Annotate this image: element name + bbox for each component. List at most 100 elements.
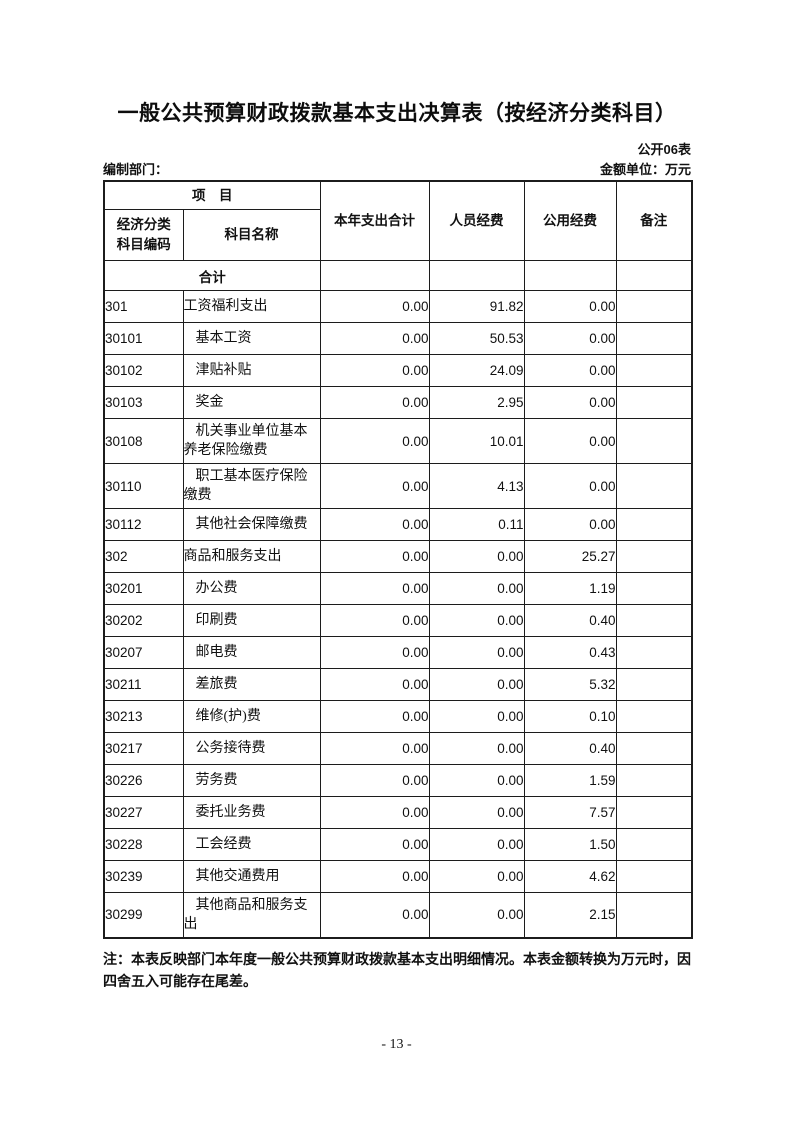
remark-cell xyxy=(615,418,693,464)
footnote: 注：本表反映部门本年度一般公共预算财政拨款基本支出明细情况。本表金额转换为万元时… xyxy=(103,953,691,990)
public-cell: 0.00 xyxy=(523,508,617,541)
table-row: 30101 基本工资 0.00 50.53 0.00 xyxy=(103,322,693,355)
total-cell: 0.00 xyxy=(319,290,430,323)
personnel-cell: 0.00 xyxy=(428,796,525,829)
public-cell: 0.00 xyxy=(523,463,617,509)
header-row-project: 项 目 本年支出合计 人员经费 公用经费 备注 xyxy=(103,180,693,261)
code-cell: 30228 xyxy=(103,828,184,861)
table-row: 30112 其他社会保障缴费 0.00 0.11 0.00 xyxy=(103,508,693,541)
name-cell: 委托业务费 xyxy=(182,796,321,829)
name-cell: 工会经费 xyxy=(182,828,321,861)
total-cell: 0.00 xyxy=(319,540,430,573)
total-cell: 0.00 xyxy=(319,668,430,701)
header-total: 本年支出合计 xyxy=(319,180,430,261)
remark-cell xyxy=(615,668,693,701)
remark-cell xyxy=(615,764,693,797)
name-cell: 其他商品和服务支 出 xyxy=(182,892,321,938)
table-row: 30110 职工基本医疗保险 缴费 0.00 4.13 0.00 xyxy=(103,463,693,509)
total-label-cell: 合计 xyxy=(103,260,321,291)
table-row: 30299 其他商品和服务支 出 0.00 0.00 2.15 xyxy=(103,892,693,938)
total-cell: 0.00 xyxy=(319,796,430,829)
remark-cell xyxy=(615,636,693,669)
name-cell: 奖金 xyxy=(182,386,321,419)
remark-cell xyxy=(615,604,693,637)
page-number: - 13 - xyxy=(381,1037,412,1052)
personnel-cell: 0.00 xyxy=(428,668,525,701)
remark-cell xyxy=(615,860,693,893)
public-cell: 0.10 xyxy=(523,700,617,733)
code-cell: 30299 xyxy=(103,892,184,938)
code-cell: 30112 xyxy=(103,508,184,541)
total-cell: 0.00 xyxy=(319,322,430,355)
personnel-cell: 0.00 xyxy=(428,860,525,893)
public-cell: 0.40 xyxy=(523,604,617,637)
table-row: 30201 办公费 0.00 0.00 1.19 xyxy=(103,572,693,605)
table-row: 30211 差旅费 0.00 0.00 5.32 xyxy=(103,668,693,701)
remark-cell xyxy=(615,386,693,419)
personnel-cell: 0.00 xyxy=(428,572,525,605)
personnel-cell: 24.09 xyxy=(428,354,525,387)
name-cell: 工资福利支出 xyxy=(182,290,321,323)
header-project: 项 目 xyxy=(103,180,321,210)
table-row-total: 合计 xyxy=(103,260,693,291)
table-row: 30108 机关事业单位基本 养老保险缴费 0.00 10.01 0.00 xyxy=(103,418,693,464)
table-row: 30228 工会经费 0.00 0.00 1.50 xyxy=(103,828,693,861)
name-cell: 职工基本医疗保险 缴费 xyxy=(182,463,321,509)
personnel-cell: 0.00 xyxy=(428,700,525,733)
total-cell: 0.00 xyxy=(319,860,430,893)
table-row: 301 工资福利支出 0.00 91.82 0.00 xyxy=(103,290,693,323)
public-cell: 0.40 xyxy=(523,732,617,765)
name-cell: 邮电费 xyxy=(182,636,321,669)
code-cell: 30201 xyxy=(103,572,184,605)
table-row: 30103 奖金 0.00 2.95 0.00 xyxy=(103,386,693,419)
name-cell: 机关事业单位基本 养老保险缴费 xyxy=(182,418,321,464)
table-row: 30239 其他交通费用 0.00 0.00 4.62 xyxy=(103,860,693,893)
code-cell: 30102 xyxy=(103,354,184,387)
personnel-cell: 4.13 xyxy=(428,463,525,509)
code-cell: 30207 xyxy=(103,636,184,669)
name-cell: 维修(护)费 xyxy=(182,700,321,733)
code-cell: 302 xyxy=(103,540,184,573)
remark-cell xyxy=(615,732,693,765)
code-cell: 30101 xyxy=(103,322,184,355)
name-cell: 印刷费 xyxy=(182,604,321,637)
public-cell: 1.59 xyxy=(523,764,617,797)
total-public-cell xyxy=(523,260,617,291)
personnel-cell: 0.00 xyxy=(428,604,525,637)
header-row-sub: 经济分类 科目编码 科目名称 xyxy=(103,209,692,261)
public-cell: 5.32 xyxy=(523,668,617,701)
total-cell: 0.00 xyxy=(319,604,430,637)
name-cell: 津贴补贴 xyxy=(182,354,321,387)
remark-cell xyxy=(615,828,693,861)
remark-cell xyxy=(615,508,693,541)
code-cell: 301 xyxy=(103,290,184,323)
public-cell: 0.43 xyxy=(523,636,617,669)
table-row: 30213 维修(护)费 0.00 0.00 0.10 xyxy=(103,700,693,733)
header-personnel: 人员经费 xyxy=(428,180,525,261)
name-cell: 办公费 xyxy=(182,572,321,605)
unit-label: 金额单位：万元 xyxy=(599,162,691,177)
remark-cell xyxy=(615,572,693,605)
public-cell: 1.19 xyxy=(523,572,617,605)
code-cell: 30202 xyxy=(103,604,184,637)
total-personnel-cell xyxy=(428,260,525,291)
total-cell: 0.00 xyxy=(319,463,430,509)
page-title: 一般公共预算财政拨款基本支出决算表（按经济分类科目） xyxy=(117,102,677,125)
total-cell: 0.00 xyxy=(319,764,430,797)
code-cell: 30211 xyxy=(103,668,184,701)
table-row: 30102 津贴补贴 0.00 24.09 0.00 xyxy=(103,354,693,387)
budget-table: 项 目 本年支出合计 人员经费 公用经费 备注 经济分类 科目编码 科目名称 合… xyxy=(103,180,693,939)
code-cell: 30239 xyxy=(103,860,184,893)
personnel-cell: 0.00 xyxy=(428,732,525,765)
public-cell: 0.00 xyxy=(523,322,617,355)
code-cell: 30226 xyxy=(103,764,184,797)
code-cell: 30103 xyxy=(103,386,184,419)
public-cell: 2.15 xyxy=(523,892,617,938)
header-remark: 备注 xyxy=(615,180,693,261)
header-public: 公用经费 xyxy=(523,180,617,261)
remark-cell xyxy=(615,796,693,829)
remark-cell xyxy=(615,700,693,733)
public-cell: 0.00 xyxy=(523,418,617,464)
table-row: 302 商品和服务支出 0.00 0.00 25.27 xyxy=(103,540,693,573)
